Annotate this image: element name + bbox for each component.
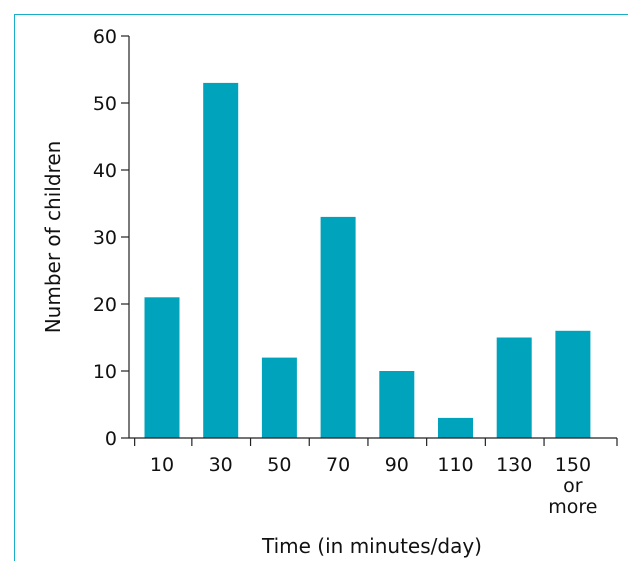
y-tick-label: 60	[93, 26, 117, 48]
y-tick-label: 10	[93, 361, 117, 383]
x-tick-label: 70	[326, 454, 350, 476]
bar-110	[438, 417, 473, 438]
x-tick-label: 90	[385, 454, 409, 476]
bars-group	[144, 82, 591, 439]
y-axis-label: Number of children	[41, 141, 65, 334]
x-tick-label: 150 or more	[548, 454, 597, 518]
x-tick-label: 10	[150, 454, 174, 476]
y-tick-label: 40	[93, 160, 117, 182]
bar-90	[379, 371, 415, 438]
x-tick-label: 30	[209, 454, 233, 476]
y-axis: 0 10 20 30 40 50 60	[93, 26, 130, 450]
bar-150-or-more	[555, 330, 591, 438]
y-tick-label: 20	[93, 294, 117, 316]
bar-10	[144, 297, 180, 438]
x-axis: 10 30 50 70 90 110 130 150 or more	[129, 437, 618, 518]
x-tick-label: 130	[496, 454, 532, 476]
y-tick-label: 50	[93, 93, 117, 115]
x-tick-label: 50	[267, 454, 291, 476]
y-tick-label: 30	[93, 227, 117, 249]
bar-50	[261, 357, 297, 438]
y-tick-label: 0	[105, 428, 117, 450]
x-axis-label: Time (in minutes/day)	[261, 534, 482, 558]
bar-70	[320, 216, 356, 438]
bar-130	[496, 337, 532, 438]
bar-30	[203, 82, 239, 439]
x-tick-label: 110	[437, 454, 473, 476]
